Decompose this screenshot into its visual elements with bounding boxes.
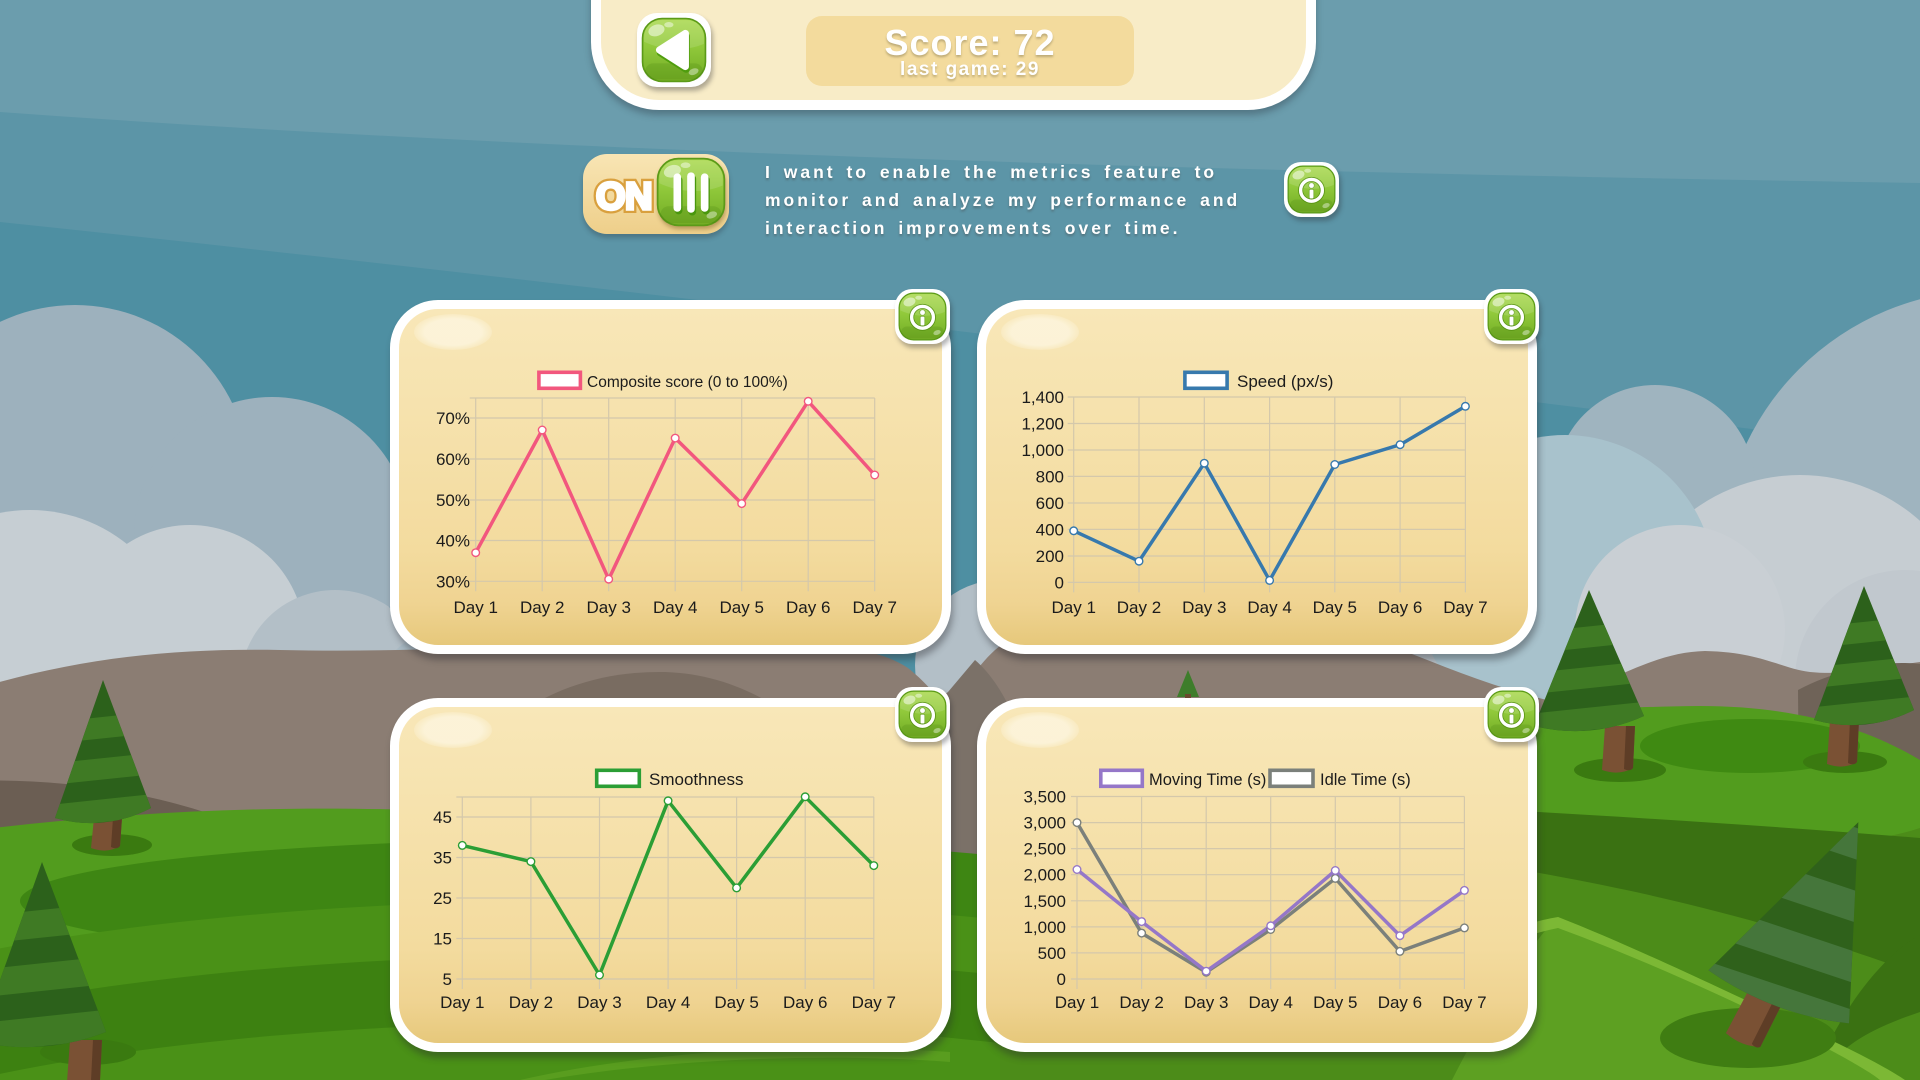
svg-text:Day 4: Day 4	[1247, 598, 1291, 617]
svg-text:Day 7: Day 7	[852, 993, 896, 1012]
svg-text:1,200: 1,200	[1021, 415, 1064, 434]
svg-text:1,500: 1,500	[1023, 892, 1066, 911]
svg-text:3,500: 3,500	[1023, 788, 1066, 807]
svg-text:1,000: 1,000	[1021, 441, 1064, 460]
svg-text:400: 400	[1036, 520, 1064, 539]
svg-text:200: 200	[1036, 547, 1064, 566]
svg-text:2,500: 2,500	[1023, 840, 1066, 859]
svg-text:Day 2: Day 2	[1117, 598, 1161, 617]
svg-text:2,000: 2,000	[1023, 866, 1066, 885]
svg-text:Day 6: Day 6	[786, 598, 830, 617]
svg-text:Day 3: Day 3	[577, 993, 621, 1012]
svg-text:5: 5	[443, 970, 452, 989]
svg-text:Day 6: Day 6	[1378, 598, 1422, 617]
svg-text:Composite score (0 to 100%): Composite score (0 to 100%)	[587, 374, 788, 391]
svg-text:Idle Time (s): Idle Time (s)	[1320, 771, 1411, 789]
svg-text:Day 4: Day 4	[653, 598, 697, 617]
svg-text:Day 2: Day 2	[520, 598, 564, 617]
svg-text:25: 25	[433, 889, 452, 908]
svg-text:ON: ON	[596, 176, 652, 218]
svg-text:800: 800	[1036, 467, 1064, 486]
svg-text:Day 6: Day 6	[1378, 993, 1422, 1012]
svg-text:Day 5: Day 5	[714, 993, 758, 1012]
svg-text:Day 3: Day 3	[1184, 993, 1228, 1012]
svg-text:Day 2: Day 2	[1119, 993, 1163, 1012]
svg-text:70%: 70%	[436, 409, 470, 428]
svg-text:Day 7: Day 7	[852, 598, 896, 617]
svg-text:45: 45	[433, 808, 452, 827]
svg-text:50%: 50%	[436, 491, 470, 510]
svg-text:1,000: 1,000	[1023, 918, 1066, 937]
svg-text:Day 7: Day 7	[1443, 598, 1487, 617]
svg-text:30%: 30%	[436, 572, 470, 591]
svg-text:Day 2: Day 2	[509, 993, 553, 1012]
svg-text:Smoothness: Smoothness	[649, 770, 744, 789]
svg-text:Day 6: Day 6	[783, 993, 827, 1012]
svg-text:Day 1: Day 1	[1051, 598, 1095, 617]
svg-text:500: 500	[1038, 944, 1066, 963]
svg-text:Day 3: Day 3	[1182, 598, 1226, 617]
svg-text:40%: 40%	[436, 532, 470, 551]
svg-text:35: 35	[433, 849, 452, 868]
svg-text:15: 15	[433, 930, 452, 949]
svg-text:60%: 60%	[436, 450, 470, 469]
svg-text:Day 1: Day 1	[453, 598, 497, 617]
svg-text:Speed (px/s): Speed (px/s)	[1237, 372, 1333, 391]
svg-text:Day 7: Day 7	[1442, 993, 1486, 1012]
svg-text:0: 0	[1057, 970, 1066, 989]
svg-text:3,000: 3,000	[1023, 814, 1066, 833]
svg-text:Day 1: Day 1	[1055, 993, 1099, 1012]
svg-text:1,400: 1,400	[1021, 388, 1064, 407]
svg-text:0: 0	[1055, 573, 1064, 592]
svg-text:Day 5: Day 5	[719, 598, 763, 617]
svg-text:Day 5: Day 5	[1313, 598, 1357, 617]
svg-text:600: 600	[1036, 494, 1064, 513]
svg-text:Day 4: Day 4	[1248, 993, 1292, 1012]
svg-text:Moving Time (s): Moving Time (s)	[1149, 771, 1266, 789]
svg-text:Day 5: Day 5	[1313, 993, 1357, 1012]
svg-text:Day 3: Day 3	[586, 598, 630, 617]
svg-text:Day 1: Day 1	[440, 993, 484, 1012]
svg-text:Day 4: Day 4	[646, 993, 690, 1012]
svg-text:ON: ON	[596, 176, 652, 218]
